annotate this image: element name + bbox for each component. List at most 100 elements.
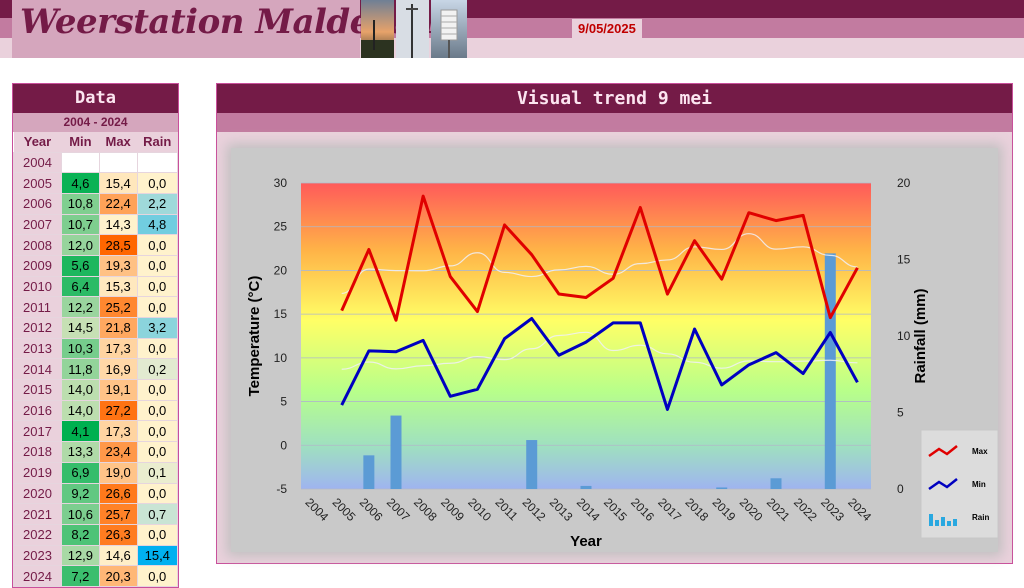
min-cell bbox=[61, 151, 100, 174]
x-tick-label: 2014 bbox=[574, 495, 603, 524]
x-tick-label: 2018 bbox=[682, 495, 711, 524]
rain-cell: 0,0 bbox=[136, 337, 179, 360]
min-cell: 6,9 bbox=[61, 461, 100, 484]
max-cell: 26,3 bbox=[98, 523, 138, 546]
year-cell: 2013 bbox=[13, 337, 62, 360]
max-cell: 15,4 bbox=[98, 172, 138, 194]
table-row: 2008 12,0 28,5 0,0 bbox=[13, 234, 179, 256]
rain-cell: 0,0 bbox=[136, 172, 179, 194]
station-photos bbox=[361, 0, 467, 58]
table-row: 2007 10,7 14,3 4,8 bbox=[13, 213, 179, 236]
chart-frame: -5 0 5 10 15 20 25 30 0 5 10 15 20 2004 2005 2006 2007 20… bbox=[231, 148, 998, 552]
blue-line-icon bbox=[928, 478, 958, 491]
column-header-rain: Rain bbox=[137, 132, 178, 152]
max-cell: 19,0 bbox=[98, 461, 138, 484]
y-tick-label: 0 bbox=[280, 438, 287, 452]
min-cell: 4,1 bbox=[61, 420, 100, 443]
max-cell: 28,5 bbox=[98, 234, 138, 256]
rain-cell: 0,0 bbox=[136, 254, 179, 277]
trendline-max bbox=[341, 233, 858, 295]
rain-cell: 2,2 bbox=[136, 192, 179, 215]
max-cell: 17,3 bbox=[98, 420, 138, 443]
table-row: 2013 10,3 17,3 0,0 bbox=[13, 337, 179, 360]
min-cell: 9,2 bbox=[61, 482, 100, 505]
y2-axis-title: Rainfall (mm) bbox=[912, 288, 929, 383]
x-tick-label: 2021 bbox=[764, 495, 793, 524]
year-cell: 2006 bbox=[13, 192, 62, 215]
table-row: 2021 10,6 25,7 0,7 bbox=[13, 503, 179, 525]
x-tick-label: 2007 bbox=[384, 495, 413, 524]
rain-cell: 0,1 bbox=[136, 461, 179, 484]
table-row: 2010 6,4 15,3 0,0 bbox=[13, 275, 179, 298]
max-cell: 19,3 bbox=[98, 254, 138, 277]
year-cell: 2019 bbox=[13, 461, 62, 484]
min-cell: 10,7 bbox=[61, 213, 100, 236]
rain-bar bbox=[770, 478, 782, 489]
year-cell: 2020 bbox=[13, 482, 62, 505]
column-header-year: Year bbox=[13, 132, 62, 152]
rain-cell: 0,0 bbox=[136, 441, 179, 463]
column-header-max: Max bbox=[99, 132, 138, 152]
rain-cell: 0,0 bbox=[136, 275, 179, 298]
trendline-min bbox=[341, 331, 858, 370]
x-tick-label: 2009 bbox=[438, 495, 467, 524]
x-tick-label: 2016 bbox=[628, 495, 657, 524]
min-cell: 12,2 bbox=[61, 296, 100, 318]
red-line-icon bbox=[928, 445, 958, 458]
x-axis-title: Year bbox=[570, 533, 602, 550]
table-row: 2017 4,1 17,3 0,0 bbox=[13, 420, 179, 443]
max-cell: 16,9 bbox=[98, 358, 138, 381]
year-cell: 2022 bbox=[13, 523, 62, 546]
legend-label: Min bbox=[972, 480, 986, 489]
y2-tick-label: 10 bbox=[897, 329, 911, 343]
x-tick-label: 2019 bbox=[710, 495, 739, 524]
rain-bar bbox=[363, 455, 375, 489]
table-row: 2009 5,6 19,3 0,0 bbox=[13, 254, 179, 277]
legend-box bbox=[920, 429, 998, 539]
data-range: 2004 - 2024 bbox=[13, 113, 178, 132]
header: Weerstation Malderen 9/05/2025 bbox=[0, 0, 1024, 58]
y2-tick-label: 5 bbox=[897, 406, 904, 420]
x-tick-label: 2022 bbox=[791, 495, 820, 524]
table-row: 2024 7,2 20,3 0,0 bbox=[13, 565, 179, 587]
rain-cell: 0,0 bbox=[136, 482, 179, 505]
table-header-row: Year Min Max Rain bbox=[13, 132, 178, 152]
max-cell: 23,4 bbox=[98, 441, 138, 463]
rain-bar bbox=[526, 440, 538, 489]
rain-bar bbox=[824, 253, 836, 489]
x-tick-label: 2024 bbox=[845, 495, 874, 524]
series-line-min bbox=[340, 317, 859, 411]
min-cell: 10,8 bbox=[61, 192, 100, 215]
max-cell: 17,3 bbox=[98, 337, 138, 360]
plot-area bbox=[301, 183, 871, 489]
y-tick-label: 25 bbox=[274, 220, 288, 234]
year-cell: 2008 bbox=[13, 234, 62, 256]
min-cell: 7,2 bbox=[61, 565, 100, 587]
rain-cell bbox=[136, 151, 179, 174]
series-line-max bbox=[340, 194, 859, 322]
year-cell: 2004 bbox=[13, 151, 62, 174]
rain-bar bbox=[390, 415, 402, 489]
legend-label: Rain bbox=[972, 513, 989, 522]
min-cell: 4,6 bbox=[61, 172, 100, 194]
rain-cell: 4,8 bbox=[136, 213, 179, 236]
x-tick-label: 2008 bbox=[411, 495, 440, 524]
max-cell: 22,4 bbox=[98, 192, 138, 215]
x-tick-label: 2012 bbox=[520, 495, 549, 524]
year-cell: 2018 bbox=[13, 441, 62, 463]
y-tick-label: 30 bbox=[274, 176, 288, 190]
min-cell: 6,4 bbox=[61, 275, 100, 298]
year-cell: 2007 bbox=[13, 213, 62, 236]
x-tick-label: 2010 bbox=[465, 495, 494, 524]
x-tick-label: 2023 bbox=[818, 495, 847, 524]
data-table-body: 2004 2005 4,6 15,4 0,0 2006 10,8 22,4 2,2 2007 10,… bbox=[13, 151, 179, 587]
x-tick-label: 2005 bbox=[330, 495, 359, 524]
table-row: 2011 12,2 25,2 0,0 bbox=[13, 296, 179, 318]
rain-cell: 3,2 bbox=[136, 317, 179, 339]
y-axis-title: Temperature (°C) bbox=[246, 276, 263, 397]
rain-cell: 0,2 bbox=[136, 358, 179, 381]
table-row: 2016 14,0 27,2 0,0 bbox=[13, 399, 179, 422]
y-tick-label: 10 bbox=[274, 351, 288, 365]
min-cell: 11,8 bbox=[61, 358, 100, 381]
rain-cell: 15,4 bbox=[136, 544, 179, 567]
